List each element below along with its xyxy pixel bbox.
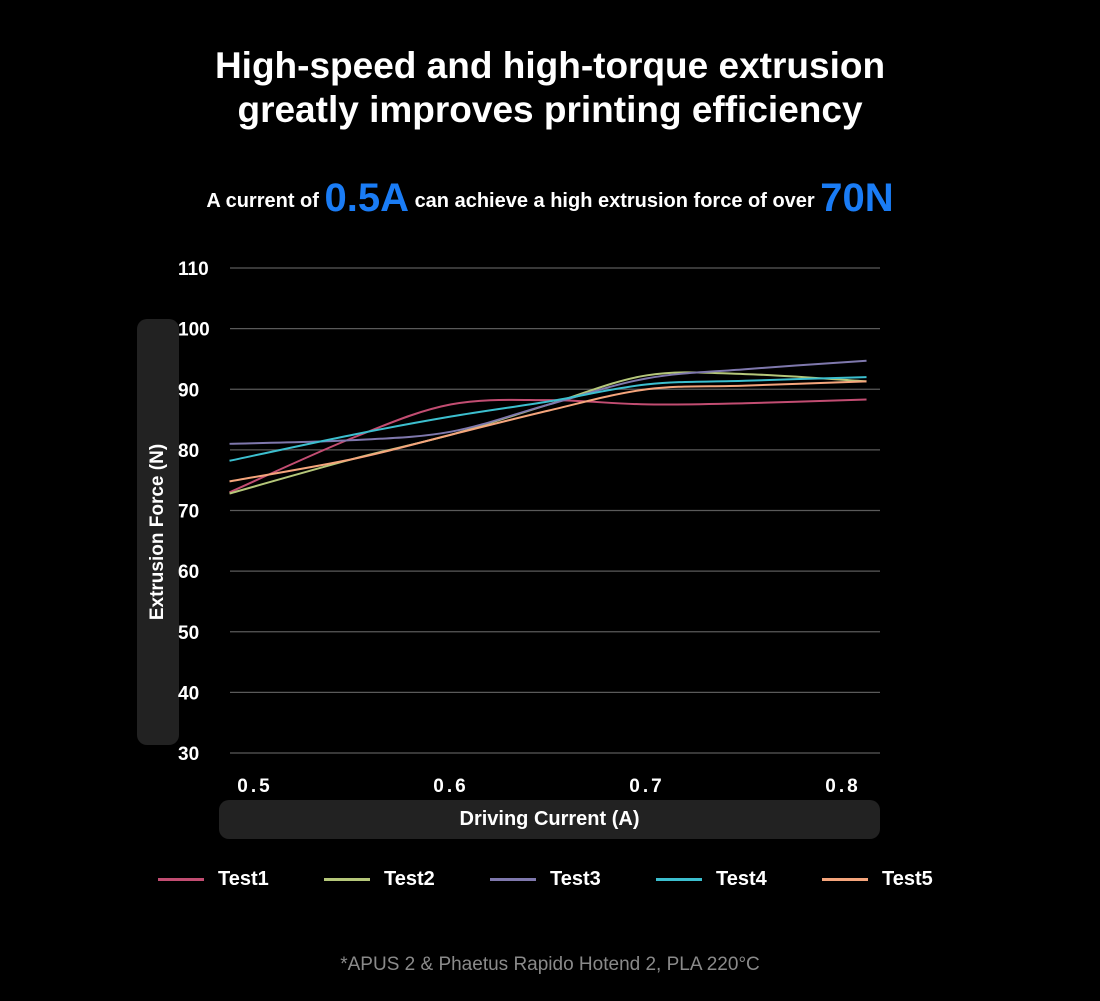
y-tick-label: 30 (178, 744, 199, 765)
x-tick-label: 0.5 (237, 776, 272, 797)
legend-item-test5: Test5 (822, 868, 988, 891)
legend-label: Test5 (882, 868, 933, 890)
legend-item-test3: Test3 (490, 868, 656, 891)
legend-swatch (490, 878, 536, 881)
legend-item-test2: Test2 (324, 868, 490, 891)
series-line-test1 (229, 398, 867, 494)
y-tick-label: 50 (178, 623, 199, 644)
subtitle-pre: A current of (206, 190, 319, 212)
y-tick-label: 90 (178, 380, 199, 401)
legend-label: Test2 (384, 868, 435, 890)
legend-swatch (656, 878, 702, 881)
y-tick-label: 80 (178, 441, 199, 462)
series-line-test3 (229, 359, 867, 445)
subtitle-mid: can achieve a high extrusion force of ov… (414, 190, 815, 212)
legend-swatch (158, 878, 204, 881)
y-tick-label: 110 (178, 259, 209, 280)
series-line-test5 (229, 380, 867, 483)
series-line-test4 (229, 376, 867, 462)
subtitle-force: 70N (820, 176, 894, 220)
legend: Test1 Test2 Test3 Test4 Test5 (158, 868, 988, 891)
title-line-2: greatly improves printing efficiency (237, 89, 863, 130)
footnote: *APUS 2 & Phaetus Rapido Hotend 2, PLA 2… (340, 954, 760, 975)
chart-title: High-speed and high-torque extrusion gre… (0, 44, 1100, 132)
x-tick-label: 0.8 (825, 776, 860, 797)
y-tick-label: 100 (178, 320, 210, 341)
legend-swatch (324, 878, 370, 881)
legend-swatch (822, 878, 868, 881)
series-line-test2 (229, 371, 867, 495)
legend-label: Test1 (218, 868, 269, 890)
legend-label: Test3 (550, 868, 601, 890)
legend-item-test1: Test1 (158, 868, 324, 891)
legend-label: Test4 (716, 868, 767, 890)
subtitle-current: 0.5A (324, 176, 410, 220)
x-tick-label: 0.7 (629, 776, 664, 797)
subtitle: A current of 0.5A can achieve a high ext… (0, 176, 1100, 221)
y-tick-label: 40 (178, 683, 199, 704)
x-tick-label: 0.6 (433, 776, 468, 797)
x-axis-label: Driving Current (A) (219, 800, 880, 839)
legend-item-test4: Test4 (656, 868, 822, 891)
y-tick-label: 60 (178, 562, 199, 583)
y-tick-label: 70 (178, 502, 199, 523)
title-line-1: High-speed and high-torque extrusion (214, 45, 886, 86)
y-axis-label-bg (137, 319, 179, 745)
